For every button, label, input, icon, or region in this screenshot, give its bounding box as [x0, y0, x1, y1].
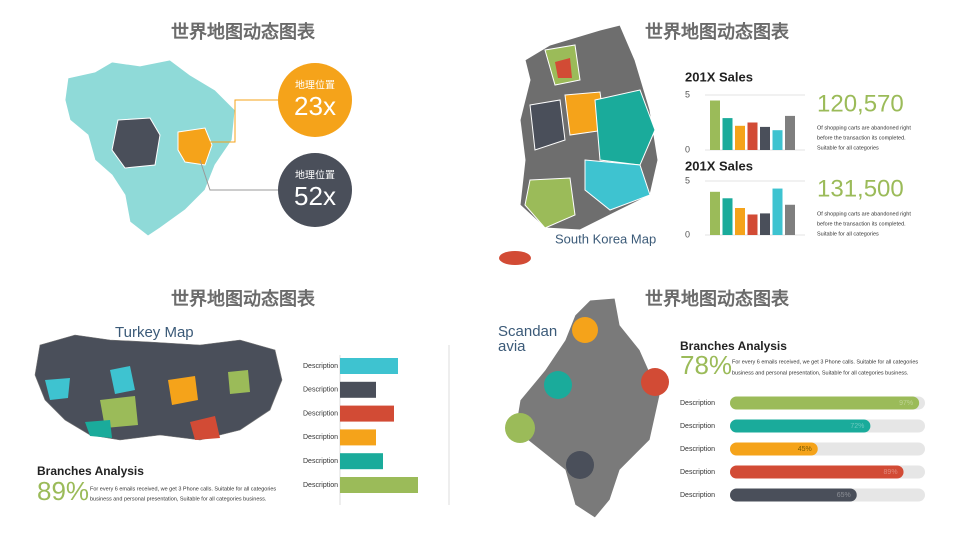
note: Suitable for all categories: [817, 145, 879, 151]
panel-title: 世界地图动态图表: [171, 21, 316, 42]
note: Of shopping carts are abandoned right: [817, 125, 911, 131]
analysis-text: business and personal presentation, Suit…: [732, 370, 909, 376]
bar: [340, 429, 376, 446]
bar: [772, 130, 783, 150]
scandinavia-map: [505, 297, 669, 519]
category-label: Description: [680, 469, 715, 476]
progress-bar: [730, 396, 920, 410]
callout-circle: [278, 153, 352, 227]
y-tick-label: 0: [685, 144, 690, 154]
analysis-title: Branches Analysis: [37, 464, 144, 478]
bar: [340, 358, 398, 374]
category-label: Description: [680, 400, 715, 407]
value-label: 97%: [899, 400, 913, 407]
bar: [722, 118, 733, 150]
category-label: Description: [303, 434, 338, 441]
category-label: Description: [680, 446, 715, 453]
progress-bar: [730, 419, 871, 433]
value-label: 45%: [798, 446, 812, 453]
y-tick-label: 0: [685, 229, 690, 239]
brazil-map: [64, 59, 278, 237]
analysis-text: business and personal presentation, Suit…: [90, 496, 267, 502]
bar: [760, 126, 770, 150]
bar: [710, 100, 720, 150]
note: Of shopping carts are abandoned right: [817, 211, 911, 217]
panel-title: 世界地图动态图表: [171, 288, 316, 309]
map-label: avia: [498, 338, 526, 355]
progress-bar: [730, 442, 818, 456]
bar: [735, 208, 745, 235]
analysis-title: Branches Analysis: [680, 339, 787, 353]
callout-value: 23x: [294, 91, 336, 121]
progress-bar: [730, 465, 904, 479]
panel-title: 世界地图动态图表: [645, 288, 790, 309]
stat: 120,570: [817, 90, 904, 117]
panel-title: 世界地图动态图表: [645, 21, 790, 42]
bar: [735, 125, 745, 150]
note: before the transaction its completed.: [817, 135, 906, 141]
category-label: Description: [680, 492, 715, 499]
y-tick-label: 5: [685, 175, 690, 185]
bar: [340, 477, 418, 493]
y-tick-label: 5: [685, 89, 690, 99]
chart-title: 201X Sales: [685, 158, 753, 173]
analysis-percent: 78%: [680, 350, 732, 380]
value-label: 72%: [850, 423, 864, 430]
stat: 131,500: [817, 175, 904, 202]
value-label: 89%: [884, 469, 898, 476]
bar: [772, 188, 783, 235]
bar: [747, 214, 758, 235]
analysis-text: For every 6 emails received, we get 3 Ph…: [90, 486, 276, 492]
analysis-text: For every 6 emails received, we get 3 Ph…: [732, 359, 918, 365]
callout-label: 地理位置: [295, 169, 335, 182]
category-label: Description: [303, 458, 338, 465]
chart-title: 201X Sales: [685, 69, 753, 84]
bar: [760, 213, 770, 235]
map-label: Turkey Map: [115, 324, 194, 341]
callout-value: 52x: [294, 181, 336, 211]
category-label: Description: [680, 423, 715, 430]
callout-label: 地理位置: [295, 79, 335, 92]
value-label: 65%: [837, 492, 851, 499]
bar: [747, 122, 758, 150]
category-label: Description: [303, 482, 338, 489]
korea-map: [499, 24, 659, 265]
bar: [785, 115, 795, 150]
category-label: Description: [303, 410, 338, 417]
bar: [340, 405, 394, 422]
bar: [340, 453, 383, 470]
category-label: Description: [303, 363, 338, 370]
category-label: Description: [303, 387, 338, 394]
bar: [710, 191, 720, 235]
turkey-map: [34, 334, 450, 505]
bar: [785, 204, 795, 235]
bar: [340, 381, 376, 398]
map-label: Scandan: [498, 323, 557, 340]
note: before the transaction its completed.: [817, 221, 906, 227]
map-label: South Korea Map: [555, 231, 656, 246]
bar: [722, 198, 733, 235]
callout-circle: [278, 63, 352, 137]
progress-bar: [730, 488, 857, 502]
analysis-percent: 89%: [37, 476, 89, 506]
note: Suitable for all categories: [817, 231, 879, 237]
